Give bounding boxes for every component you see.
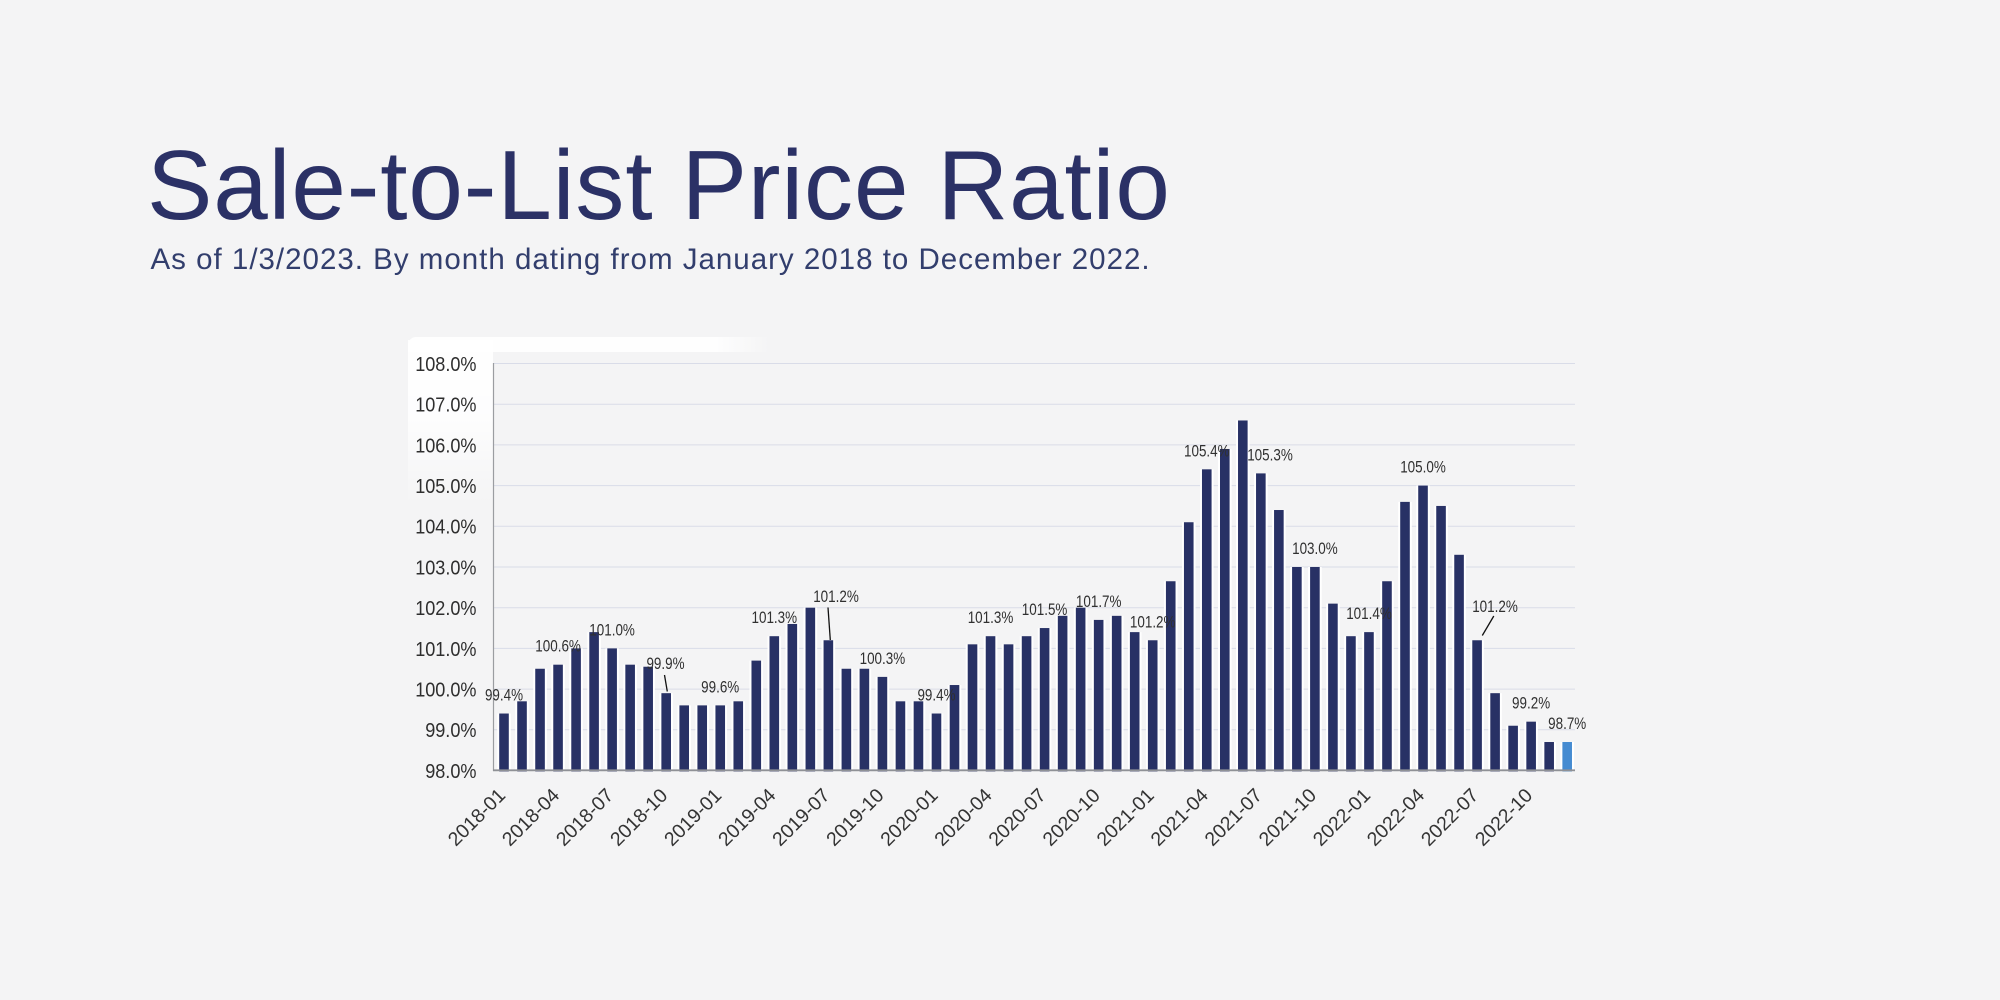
svg-text:2022-01: 2022-01 [1309,784,1375,850]
svg-text:2021-01: 2021-01 [1093,784,1159,850]
svg-text:105.0%: 105.0% [1400,459,1446,477]
svg-text:105.3%: 105.3% [1247,446,1293,464]
svg-text:101.2%: 101.2% [1130,613,1176,631]
svg-text:102.0%: 102.0% [415,598,476,620]
svg-text:107.0%: 107.0% [415,395,476,417]
svg-text:100.6%: 100.6% [535,638,581,656]
svg-text:101.7%: 101.7% [1076,593,1122,611]
svg-text:101.3%: 101.3% [968,609,1014,627]
svg-text:2021-07: 2021-07 [1201,784,1267,850]
svg-text:99.4%: 99.4% [485,687,523,705]
svg-text:108.0%: 108.0% [415,354,476,376]
svg-text:2020-10: 2020-10 [1039,784,1105,850]
svg-text:2019-10: 2019-10 [822,784,888,850]
svg-text:101.3%: 101.3% [752,609,798,627]
svg-text:2018-04: 2018-04 [498,784,564,850]
svg-text:2019-01: 2019-01 [660,784,726,850]
svg-text:2021-10: 2021-10 [1255,784,1321,850]
svg-text:99.9%: 99.9% [646,655,684,673]
svg-text:2020-07: 2020-07 [984,784,1050,850]
svg-text:2020-01: 2020-01 [876,784,942,850]
svg-text:100.3%: 100.3% [860,650,906,668]
svg-text:2020-04: 2020-04 [930,784,996,850]
svg-text:99.2%: 99.2% [1512,695,1550,713]
svg-text:101.4%: 101.4% [1346,605,1392,623]
svg-text:101.2%: 101.2% [813,588,859,606]
svg-text:101.2%: 101.2% [1472,598,1518,616]
svg-text:2022-07: 2022-07 [1417,784,1483,850]
svg-text:103.0%: 103.0% [415,557,476,579]
svg-text:2019-04: 2019-04 [714,784,780,850]
svg-text:98.0%: 98.0% [425,761,476,783]
svg-text:2018-01: 2018-01 [444,784,510,850]
svg-text:2019-07: 2019-07 [768,784,834,850]
svg-text:99.0%: 99.0% [425,720,476,742]
svg-text:106.0%: 106.0% [415,435,476,457]
svg-text:101.0%: 101.0% [589,621,635,639]
svg-text:100.0%: 100.0% [415,680,476,702]
svg-text:2018-07: 2018-07 [552,784,618,850]
svg-text:105.0%: 105.0% [415,476,476,498]
svg-text:101.0%: 101.0% [415,639,476,661]
svg-text:2021-04: 2021-04 [1147,784,1213,850]
svg-text:2018-10: 2018-10 [606,784,672,850]
svg-text:104.0%: 104.0% [415,517,476,539]
svg-text:2022-04: 2022-04 [1363,784,1429,850]
svg-text:105.4%: 105.4% [1184,442,1230,460]
svg-text:99.6%: 99.6% [701,678,739,696]
svg-text:103.0%: 103.0% [1292,540,1338,558]
svg-text:98.7%: 98.7% [1548,715,1586,733]
svg-text:99.4%: 99.4% [917,687,955,705]
svg-text:101.5%: 101.5% [1022,601,1068,619]
svg-text:2022-10: 2022-10 [1471,784,1537,850]
